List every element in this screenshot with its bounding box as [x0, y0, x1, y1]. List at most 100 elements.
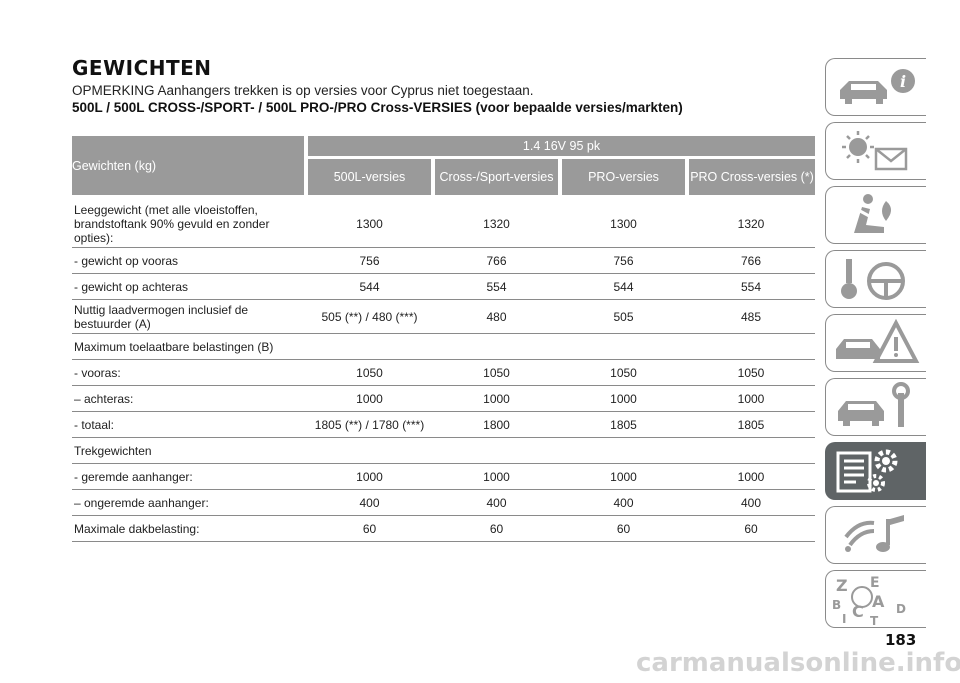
- cell-value: 1805: [560, 411, 687, 438]
- cell-value: 1000: [433, 385, 560, 412]
- table-row: - geremde aanhanger: 1000 1000 1000 1000: [72, 463, 815, 490]
- multimedia-music-icon: [844, 515, 904, 552]
- version-header: 500L-versies: [306, 157, 435, 195]
- cell-value: 544: [306, 273, 433, 300]
- cell-value: 1050: [687, 359, 815, 386]
- cell-value: 505 (**) / 480 (***): [306, 299, 433, 334]
- cell-value: 485: [687, 299, 815, 334]
- cell-value: 400: [433, 489, 560, 516]
- row-label: – achteras:: [72, 385, 306, 412]
- version-header: PRO-versies: [560, 157, 689, 195]
- svg-text:C: C: [852, 602, 864, 621]
- cell-value: 1320: [433, 201, 560, 248]
- note-text: OPMERKING Aanhangers trekken is op versi…: [72, 83, 534, 98]
- table-row: – achteras: 1000 1000 1000 1000: [72, 385, 815, 412]
- section-heading: GEWICHTEN: [72, 56, 212, 80]
- tab-starting-driving[interactable]: [825, 250, 926, 308]
- svg-text:i: i: [900, 72, 906, 91]
- cell-value: 1300: [306, 201, 433, 248]
- cell-value: 554: [433, 273, 560, 300]
- row-label: - totaal:: [72, 411, 306, 438]
- table-row: - gewicht op vooras 756 766 756 766: [72, 247, 815, 274]
- tab-emergency[interactable]: [825, 314, 926, 372]
- table-row: Maximale dakbelasting: 60 60 60 60: [72, 515, 815, 542]
- tab-specifications[interactable]: [825, 442, 926, 500]
- cell-value: 1000: [306, 463, 433, 490]
- tab-safety[interactable]: [825, 186, 926, 244]
- cell-value: 1000: [560, 385, 687, 412]
- table-row: - totaal: 1805 (**) / 1780 (***) 1800 18…: [72, 411, 815, 438]
- svg-text:T: T: [870, 614, 879, 628]
- cell-value: 766: [687, 247, 815, 274]
- table-row: Trekgewichten: [72, 437, 815, 464]
- cell-value: 400: [560, 489, 687, 516]
- row-label: Nuttig laadvermogen inclusief de bestuur…: [72, 299, 306, 334]
- specifications-gear-icon: [836, 449, 898, 493]
- cell-value: 60: [687, 515, 815, 542]
- tab-maintenance[interactable]: [825, 378, 926, 436]
- cell-value: 1805: [687, 411, 815, 438]
- tab-car-info[interactable]: i: [825, 58, 926, 116]
- cell-value: 1000: [306, 385, 433, 412]
- row-label: Maximale dakbelasting:: [72, 515, 306, 542]
- cell-value: 1300: [560, 201, 687, 248]
- cell-value: 1000: [560, 463, 687, 490]
- row-label: Leeggewicht (met alle vloeistoffen, bran…: [72, 201, 306, 248]
- svg-text:Z: Z: [836, 576, 848, 595]
- cell-value: 1050: [560, 359, 687, 386]
- row-label: - gewicht op vooras: [72, 247, 306, 274]
- corner-header: Gewichten (kg): [72, 136, 308, 195]
- cell-value: 1000: [687, 385, 815, 412]
- cell-value: 1000: [433, 463, 560, 490]
- cell-value: 756: [560, 247, 687, 274]
- cell-value: 60: [433, 515, 560, 542]
- row-label: - vooras:: [72, 359, 306, 386]
- tab-multimedia[interactable]: [825, 506, 926, 564]
- cell-value: 60: [560, 515, 687, 542]
- cell-value: 544: [560, 273, 687, 300]
- row-label: – ongeremde aanhanger:: [72, 489, 306, 516]
- cell-value: 400: [306, 489, 433, 516]
- weights-table: Gewichten (kg) 1.4 16V 95 pk 500L-versie…: [72, 136, 815, 542]
- table-subtitle: 500L / 500L CROSS-/SPORT- / 500L PRO-/PR…: [72, 100, 683, 115]
- page-number: 183: [885, 631, 917, 649]
- tab-index[interactable]: Z E B A C D I T: [825, 570, 926, 628]
- table-row: – ongeremde aanhanger: 400 400 400 400: [72, 489, 815, 516]
- table-row: Leeggewicht (met alle vloeistoffen, bran…: [72, 201, 815, 248]
- cell-value: 766: [433, 247, 560, 274]
- cell-value: 480: [433, 299, 560, 334]
- table-row: Maximum toelaatbare belastingen (B): [72, 333, 815, 360]
- svg-text:D: D: [896, 602, 906, 616]
- svg-text:E: E: [870, 575, 880, 591]
- svg-text:A: A: [872, 592, 885, 611]
- watermark-text: carmanualsonline.info: [636, 648, 960, 678]
- table-row: Nuttig laadvermogen inclusief de bestuur…: [72, 299, 815, 334]
- cell-value: 554: [687, 273, 815, 300]
- engine-header: 1.4 16V 95 pk: [306, 136, 815, 159]
- car-warning-triangle-icon: [836, 318, 920, 363]
- cell-value: 1050: [306, 359, 433, 386]
- tab-warning-lights[interactable]: [825, 122, 926, 180]
- row-label: Maximum toelaatbare belastingen (B): [72, 333, 815, 360]
- svg-text:B: B: [832, 598, 841, 612]
- cell-value: 400: [687, 489, 815, 516]
- warning-lights-message-icon: [842, 131, 908, 171]
- chapter-tabs: i: [825, 58, 928, 634]
- table-row: - vooras: 1050 1050 1050 1050: [72, 359, 815, 386]
- row-label: - gewicht op achteras: [72, 273, 306, 300]
- car-wrench-icon: [838, 382, 910, 427]
- cell-value: 1800: [433, 411, 560, 438]
- seat-airbag-icon: [854, 194, 891, 233]
- cell-value: 1050: [433, 359, 560, 386]
- key-steering-wheel-icon: [841, 259, 905, 300]
- car-info-icon: i: [840, 69, 915, 104]
- cell-value: 1000: [687, 463, 815, 490]
- cell-value: 1805 (**) / 1780 (***): [306, 411, 433, 438]
- table-row: - gewicht op achteras 544 554 544 554: [72, 273, 815, 300]
- version-header: PRO Cross-versies (*): [687, 157, 815, 195]
- cell-value: 1320: [687, 201, 815, 248]
- cell-value: 756: [306, 247, 433, 274]
- cell-value: 60: [306, 515, 433, 542]
- cell-value: 505: [560, 299, 687, 334]
- alphabetical-index-icon: Z E B A C D I T: [832, 575, 906, 628]
